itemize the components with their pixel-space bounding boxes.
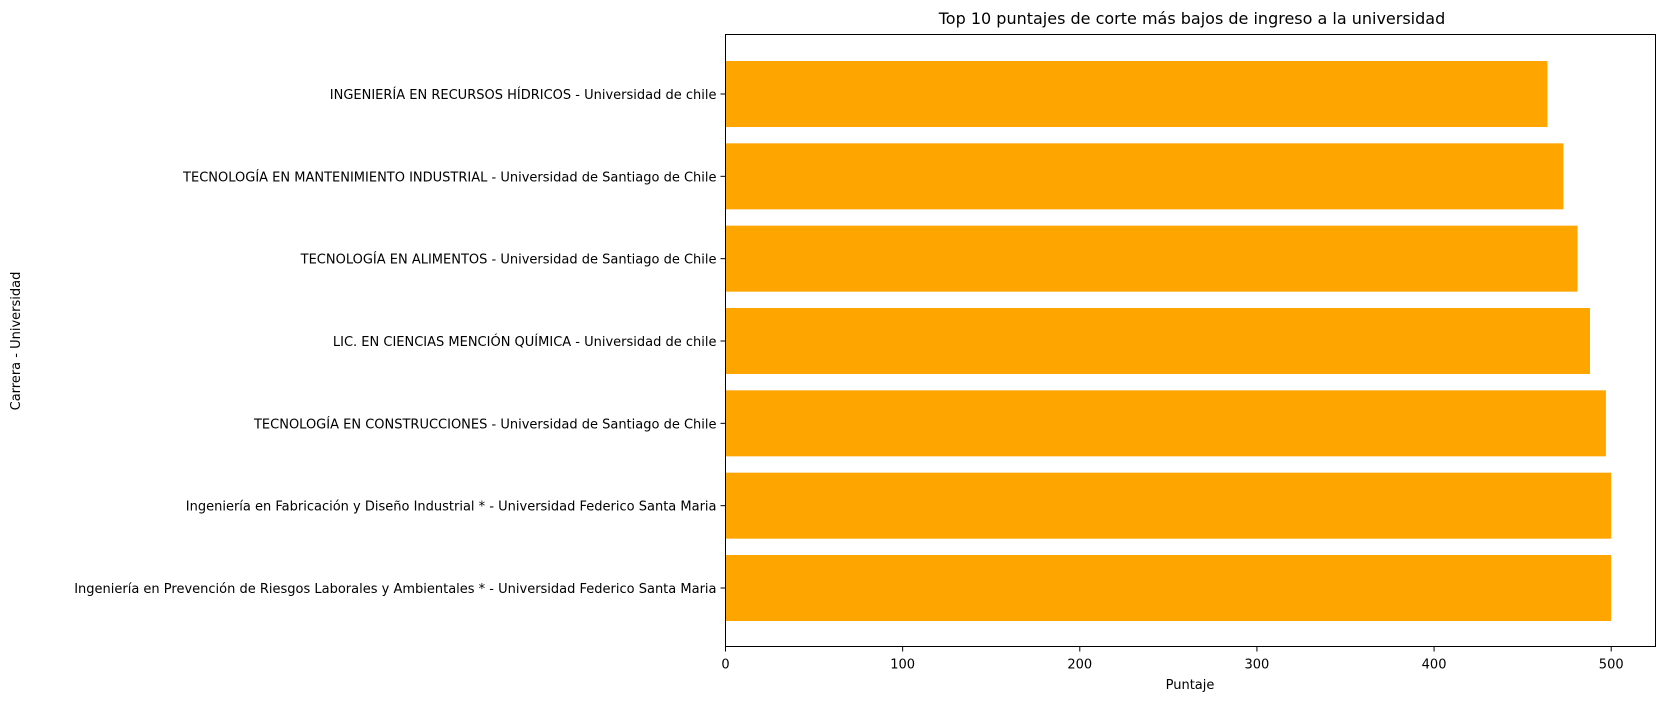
y-tick-label: LIC. EN CIENCIAS MENCIÓN QUÍMICA - Unive… [333,334,717,350]
y-tick-label: TECNOLOGÍA EN MANTENIMIENTO INDUSTRIAL -… [182,169,716,185]
x-ticks: 0 100 200 300 400 500 [721,646,1624,673]
y-axis-label: Carrera - Universidad [9,272,24,411]
bars-group [725,61,1612,621]
x-tick-label: 400 [1422,658,1447,673]
x-tick-label: 300 [1245,658,1270,673]
x-tick-label: 100 [890,658,915,673]
x-tick-label: 0 [721,658,729,673]
chart-title: Top 10 puntajes de corte más bajos de in… [938,9,1446,28]
plot-frame [725,34,1656,647]
y-tick-label: INGENIERÍA EN RECURSOS HÍDRICOS - Univer… [330,87,717,103]
bar [725,472,1612,539]
x-axis-label: Puntaje [1166,678,1215,693]
y-tick-label: TECNOLOGÍA EN CONSTRUCCIONES - Universid… [253,416,717,432]
x-tick-label: 500 [1599,658,1624,673]
y-tick-label: Ingeniería en Prevención de Riesgos Labo… [74,582,716,597]
bar [725,61,1548,127]
bar [725,555,1612,621]
y-tick-label: TECNOLOGÍA EN ALIMENTOS - Universidad de… [300,252,717,268]
bar [725,390,1606,457]
bar [725,308,1590,374]
y-tick-label: Ingeniería en Fabricación y Diseño Indus… [186,500,717,515]
bar [725,143,1564,210]
y-tick-labels: INGENIERÍA EN RECURSOS HÍDRICOS - Univer… [74,87,726,597]
bar [725,225,1578,292]
x-tick-label: 200 [1067,658,1092,673]
